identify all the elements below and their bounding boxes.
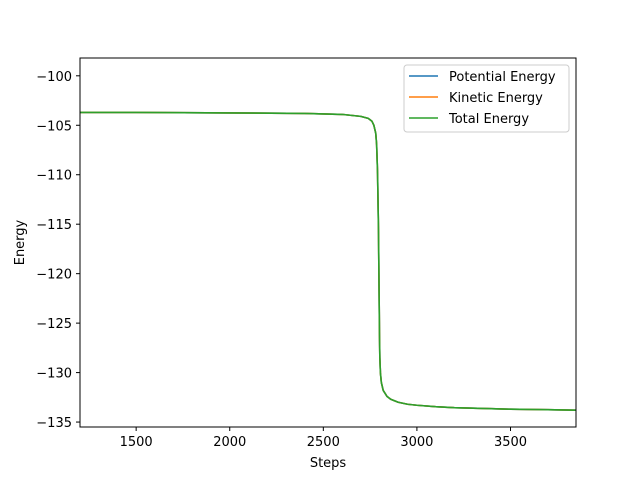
y-axis-ticks: −100 −105 −110 −115 −120 −125 −130 −135: [36, 70, 80, 431]
y-tick-label: −110: [36, 169, 72, 184]
y-axis-label: Energy: [13, 219, 28, 265]
y-tick-label: −100: [36, 70, 72, 85]
x-tick-label: 3000: [400, 435, 433, 450]
legend-label: Potential Energy: [449, 70, 556, 85]
legend-label: Kinetic Energy: [449, 91, 543, 106]
legend: Potential Energy Kinetic Energy Total Ener…: [403, 64, 570, 133]
x-tick-label: 3500: [494, 435, 527, 450]
legend-label: Total Energy: [448, 112, 529, 127]
x-tick-label: 2000: [213, 435, 246, 450]
series-line-total-energy: [80, 111, 576, 411]
y-tick-label: −125: [36, 317, 72, 332]
series-line-kinetic-energy: [80, 111, 576, 411]
y-tick-label: −120: [36, 268, 72, 283]
x-axis-label: Steps: [310, 456, 347, 471]
y-tick-label: −135: [36, 416, 72, 431]
series-line-potential-energy: [80, 111, 576, 411]
plot-frame: [79, 57, 577, 428]
y-tick-label: −115: [36, 218, 72, 233]
x-tick-label: 1500: [120, 435, 153, 450]
y-tick-label: −130: [36, 367, 72, 382]
legend-box: [403, 64, 570, 133]
x-axis-ticks: 1500 2000 2500 3000 3500: [120, 427, 527, 450]
x-tick-label: 2500: [307, 435, 340, 450]
plot-lines: [80, 111, 576, 411]
y-tick-label: −105: [36, 119, 72, 134]
